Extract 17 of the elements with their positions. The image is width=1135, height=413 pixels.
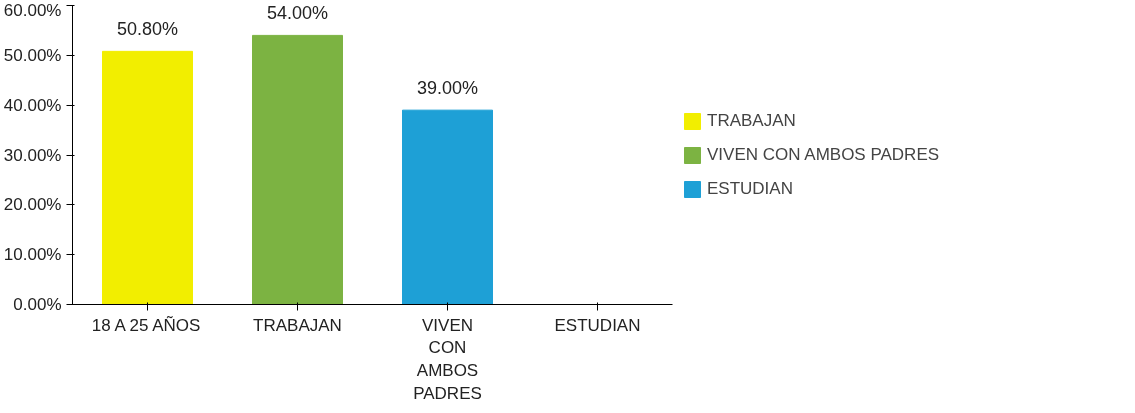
legend-label: TRABAJAN (707, 110, 796, 131)
data-label: 50.80% (116, 19, 179, 40)
x-tick-label: ESTUDIAN (554, 315, 641, 335)
x-tick-label: TRABAJAN (253, 315, 342, 335)
y-tick-label: 0.00% (13, 295, 62, 314)
y-tick-label: 30.00% (3, 145, 62, 165)
data-label: 54.00% (266, 3, 329, 24)
x-tick-label: VIVEN CON AMBOS PADRES (413, 315, 482, 403)
legend-label: VIVEN CON AMBOS PADRES (707, 144, 940, 165)
y-tick-label: 10.00% (3, 245, 62, 265)
y-tick-label: 40.00% (3, 95, 62, 115)
y-tick-label: 60.00% (3, 0, 62, 20)
y-tick-label: 50.00% (3, 45, 62, 65)
x-tick-label: 18 A 25 AÑOS (91, 315, 201, 335)
y-tick-label: 20.00% (3, 195, 62, 215)
legend-label: ESTUDIAN (707, 178, 793, 199)
data-label: 39.00% (416, 78, 479, 99)
